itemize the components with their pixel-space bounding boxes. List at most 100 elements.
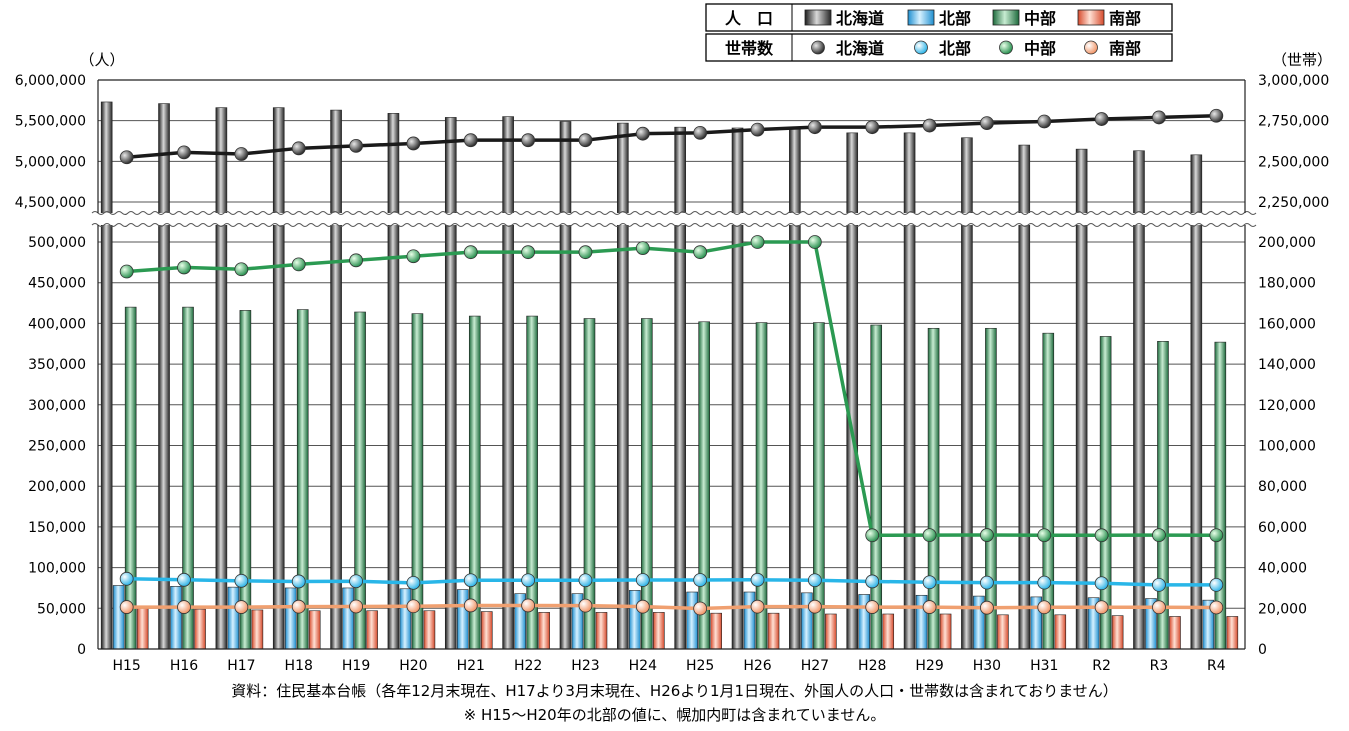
bar bbox=[330, 109, 342, 650]
marker bbox=[1209, 600, 1224, 615]
bar bbox=[399, 588, 412, 650]
marker bbox=[1037, 575, 1052, 590]
marker bbox=[807, 599, 822, 614]
bar bbox=[1190, 154, 1203, 650]
legend-item-label: 北部 bbox=[939, 39, 971, 58]
legend-population-label: 人 口 bbox=[725, 9, 773, 28]
bar bbox=[100, 101, 113, 650]
marker bbox=[234, 573, 249, 588]
category-label: H29 bbox=[915, 658, 943, 674]
marker bbox=[693, 125, 708, 140]
marker bbox=[177, 145, 191, 160]
bar bbox=[617, 122, 629, 650]
category-label: H17 bbox=[227, 658, 255, 674]
marker bbox=[119, 600, 134, 614]
bar bbox=[1226, 616, 1239, 650]
bar bbox=[939, 613, 952, 650]
right-tick-label: 2,750,000 bbox=[1258, 114, 1329, 130]
left-tick-label: 6,000,000 bbox=[15, 73, 86, 89]
marker bbox=[1209, 577, 1224, 592]
category-label: H26 bbox=[743, 658, 771, 674]
category-label: R3 bbox=[1150, 658, 1169, 674]
marker bbox=[922, 575, 937, 590]
right-tick-label: 160,000 bbox=[1258, 316, 1316, 332]
marker bbox=[521, 245, 536, 260]
bar bbox=[698, 321, 710, 650]
marker bbox=[406, 575, 421, 590]
bar bbox=[444, 117, 457, 650]
marker bbox=[234, 600, 249, 614]
bar bbox=[227, 586, 240, 650]
marker bbox=[119, 571, 134, 586]
marker bbox=[291, 257, 306, 272]
bar bbox=[1169, 616, 1181, 650]
legend-swatch bbox=[804, 9, 832, 26]
category-label: H19 bbox=[342, 658, 370, 674]
left-tick-label: 100,000 bbox=[28, 561, 86, 577]
marker bbox=[349, 574, 363, 589]
legend-item-label: 北海道 bbox=[836, 9, 884, 28]
marker bbox=[291, 574, 306, 589]
bar bbox=[1054, 614, 1067, 650]
legend-marker bbox=[914, 40, 928, 55]
marker bbox=[1037, 114, 1052, 129]
left-tick-label: 250,000 bbox=[28, 439, 86, 455]
bar bbox=[456, 589, 469, 650]
left-tick-label: 400,000 bbox=[28, 316, 86, 332]
population-bars bbox=[100, 101, 1239, 650]
source-note: 資料：住民基本台帳（各年12月末現在、H17より3月末現在、H26より1月1日現… bbox=[231, 682, 1118, 700]
household-line bbox=[126, 577, 1217, 587]
category-label: H23 bbox=[571, 658, 599, 674]
right-tick-label: 140,000 bbox=[1258, 357, 1316, 373]
marker bbox=[922, 528, 937, 543]
legend-item-label: 中部 bbox=[1024, 9, 1056, 28]
bar bbox=[686, 591, 698, 650]
right-tick-label: 2,500,000 bbox=[1258, 154, 1329, 170]
bar bbox=[136, 607, 149, 650]
right-tick-label: 60,000 bbox=[1258, 520, 1307, 536]
legend-item-label: 南部 bbox=[1109, 39, 1141, 58]
marker bbox=[406, 136, 421, 151]
marker bbox=[406, 249, 421, 264]
marker bbox=[635, 599, 650, 614]
axis-break-gap bbox=[92, 213, 1251, 225]
legend-item-label: 北海道 bbox=[836, 39, 884, 58]
legend-item-label: 中部 bbox=[1024, 39, 1056, 58]
axis-break-wave bbox=[91, 211, 1257, 215]
category-label: H16 bbox=[170, 658, 198, 674]
marker bbox=[635, 241, 650, 256]
right-tick-label: 3,000,000 bbox=[1258, 73, 1329, 89]
left-tick-label: 300,000 bbox=[28, 398, 86, 414]
marker bbox=[1152, 110, 1166, 125]
marker bbox=[349, 253, 363, 268]
marker bbox=[980, 528, 994, 542]
marker bbox=[119, 264, 134, 279]
category-label: R4 bbox=[1207, 658, 1226, 674]
legend-swatch bbox=[1077, 9, 1105, 26]
marker bbox=[1152, 600, 1166, 615]
bar bbox=[629, 590, 641, 650]
marker bbox=[1094, 576, 1109, 591]
marker bbox=[177, 260, 191, 275]
marker bbox=[119, 150, 134, 165]
marker bbox=[750, 572, 765, 587]
bar bbox=[354, 311, 366, 650]
left-tick-label: 200,000 bbox=[28, 479, 86, 495]
bar bbox=[559, 121, 572, 650]
right-tick-label: 120,000 bbox=[1258, 398, 1316, 414]
bar bbox=[789, 127, 801, 650]
marker bbox=[1037, 528, 1052, 543]
marker bbox=[463, 245, 478, 260]
left-tick-label: 50,000 bbox=[37, 601, 86, 617]
marker bbox=[463, 133, 478, 148]
bar bbox=[239, 310, 252, 650]
marker bbox=[349, 599, 363, 614]
bar bbox=[284, 587, 297, 650]
marker bbox=[693, 601, 708, 616]
bar bbox=[215, 107, 228, 650]
marker bbox=[865, 120, 880, 135]
category-label: H15 bbox=[113, 658, 141, 674]
bar bbox=[882, 613, 895, 650]
axis-break-wave bbox=[91, 223, 1257, 227]
bar bbox=[825, 613, 837, 650]
